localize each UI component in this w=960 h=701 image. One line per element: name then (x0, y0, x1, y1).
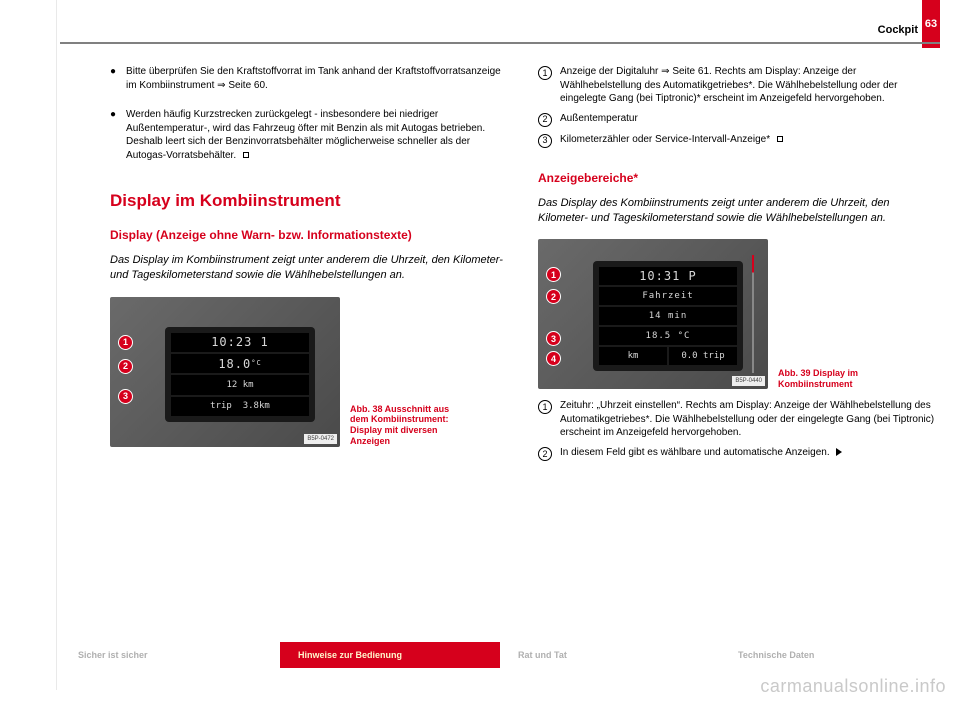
num-circle-icon: 1 (538, 400, 552, 414)
num-circle-icon: 2 (538, 447, 552, 461)
left-column: ● Bitte überprüfen Sie den Kraftstoffvor… (110, 65, 510, 457)
bullet-dot-icon: ● (110, 65, 116, 100)
page: Cockpit 63 ● Bitte überprüfen Sie den Kr… (60, 0, 940, 690)
bullet-text: Bitte überprüfen Sie den Kraftstoffvorra… (126, 65, 510, 92)
list-item: 3 Kilometerzähler oder Service-Intervall… (538, 133, 938, 148)
lcd-display: 10:31 P Fahrzeit 14 min 18.5 °C km 0.0 t… (593, 261, 743, 371)
lead-paragraph: Das Display des Kombiinstruments zeigt u… (538, 196, 938, 226)
list-text: In diesem Feld gibt es wählbare und auto… (560, 446, 938, 461)
lcd-display: 10:23 1 18.0°C 12 km trip 3.8km (165, 327, 315, 422)
callout-1-icon: 1 (546, 267, 561, 282)
figure-image: 10:23 1 18.0°C 12 km trip 3.8km 1 2 3 B5… (110, 297, 340, 447)
callout-3-icon: 3 (118, 389, 133, 404)
list-text: Anzeige der Digitaluhr ⇒ Seite 61. Recht… (560, 65, 938, 106)
footer-tab-active: Hinweise zur Bedienung (280, 642, 500, 668)
bullet-item: ● Werden häufig Kurzstrecken zurückgeleg… (110, 108, 510, 170)
list-item: 2 In diesem Feld gibt es wählbare und au… (538, 446, 938, 461)
figure-plate: B5P-0472 (304, 434, 337, 444)
heading-2: Anzeigebereiche* (538, 170, 938, 186)
temp-scale (737, 245, 762, 383)
footer-tabs: Sicher ist sicher Hinweise zur Bedienung… (60, 642, 940, 668)
list-item: 2 Außentemperatur (538, 112, 938, 127)
lcd-row-label: Fahrzeit (599, 287, 737, 305)
lcd-row-trip: trip 3.8km (171, 397, 309, 416)
callout-3-icon: 3 (546, 331, 561, 346)
figure-caption: Abb. 38 Ausschnitt aus dem Kombiinstrume… (350, 404, 460, 447)
lead-paragraph: Das Display im Kombiinstrument zeigt unt… (110, 253, 510, 283)
lcd-row-clock: 10:23 1 (171, 333, 309, 352)
scan-edge (56, 0, 57, 690)
footer-tab: Technische Daten (720, 642, 940, 668)
callout-1-icon: 1 (118, 335, 133, 350)
header-rule (60, 42, 940, 44)
figure-caption: Abb. 39 Display im Kombiinstrument (778, 368, 888, 390)
spacer (538, 154, 938, 170)
callout-4-icon: 4 (546, 351, 561, 366)
footer-tab: Rat und Tat (500, 642, 720, 668)
list-text: Außentemperatur (560, 112, 938, 127)
watermark: carmanualsonline.info (760, 676, 946, 697)
continue-triangle-icon (836, 448, 842, 456)
list-item: 1 Zeituhr: „Uhrzeit einstellen“. Rechts … (538, 399, 938, 440)
page-header: Cockpit 63 (60, 0, 940, 48)
list-text: Kilometerzähler oder Service-Intervall-A… (560, 133, 938, 148)
bullet-dot-icon: ● (110, 108, 116, 170)
footer-tab: Sicher ist sicher (60, 642, 280, 668)
lcd-row-temp: 18.0°C (171, 354, 309, 373)
num-circle-icon: 1 (538, 66, 552, 80)
heading-2: Display (Anzeige ohne Warn- bzw. Informa… (110, 227, 510, 243)
bullet-item: ● Bitte überprüfen Sie den Kraftstoffvor… (110, 65, 510, 100)
bullet-text: Werden häufig Kurzstrecken zurückgelegt … (126, 108, 510, 162)
list-text: Zeituhr: „Uhrzeit einstellen“. Rechts am… (560, 399, 938, 440)
lcd-row-clock: 10:31 P (599, 267, 737, 285)
end-square-icon (243, 152, 249, 158)
lcd-row-temp: 18.5 °C (599, 327, 737, 345)
section-title: Cockpit (878, 24, 918, 36)
figure-39: 10:31 P Fahrzeit 14 min 18.5 °C km 0.0 t… (538, 239, 938, 389)
num-circle-icon: 2 (538, 113, 552, 127)
callout-2-icon: 2 (118, 359, 133, 374)
heading-1: Display im Kombiinstrument (110, 190, 510, 213)
end-square-icon (777, 136, 783, 142)
page-number-badge: 63 (922, 0, 940, 48)
right-column: 1 Anzeige der Digitaluhr ⇒ Seite 61. Rec… (538, 65, 938, 467)
num-circle-icon: 3 (538, 134, 552, 148)
callout-2-icon: 2 (546, 289, 561, 304)
figure-38: 10:23 1 18.0°C 12 km trip 3.8km 1 2 3 B5… (110, 297, 510, 447)
lcd-row-value: 14 min (599, 307, 737, 325)
figure-image: 10:31 P Fahrzeit 14 min 18.5 °C km 0.0 t… (538, 239, 768, 389)
lcd-row-odo: 12 km (171, 375, 309, 394)
lcd-row-odo: km 0.0 trip (599, 347, 737, 365)
figure-plate: B5P-0440 (732, 376, 765, 386)
list-item: 1 Anzeige der Digitaluhr ⇒ Seite 61. Rec… (538, 65, 938, 106)
